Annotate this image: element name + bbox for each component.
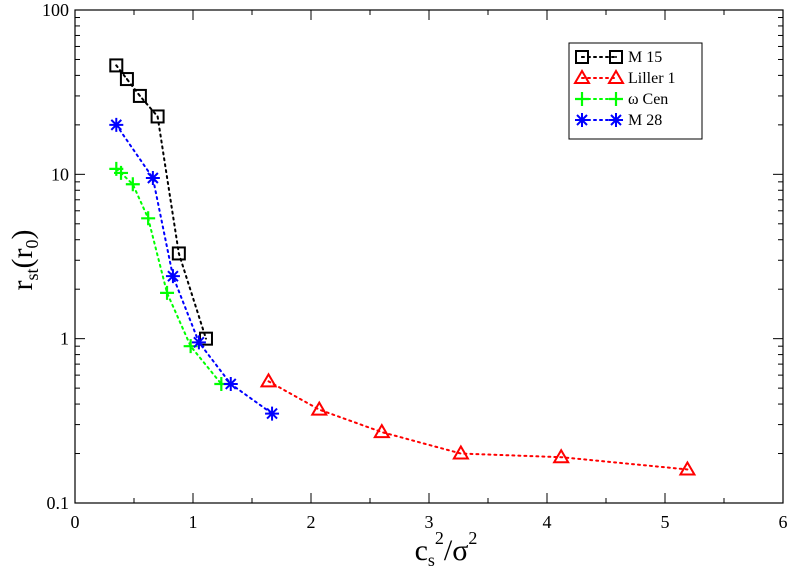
marker-plus [114,165,129,180]
marker-square [132,88,147,103]
marker-asterisk [145,170,160,185]
series-line [115,123,274,415]
marker-plus [575,92,589,106]
x-axis-title: cs2/σ2 [415,528,478,570]
legend-item: M 28 [575,112,662,129]
y-tick-label: 100 [42,0,69,20]
marker-square [109,58,124,73]
marker-square [198,331,213,346]
y-axis-title: rst(r0) [6,229,42,290]
marker-asterisk [575,113,589,127]
marker-plus [609,92,623,106]
legend-item: ω Cen [575,91,668,108]
legend: M 15 Liller 1 ω Cen M 28 [568,42,703,140]
marker-triangle [678,460,697,476]
marker-triangle [552,448,570,464]
series-square [109,58,213,346]
x-tick-label: 3 [425,512,434,532]
legend-label: ω Cen [628,91,668,108]
marker-triangle [310,400,329,416]
y-tick-label: 0.1 [47,493,70,513]
marker-square-dot [138,94,141,97]
marker-square-dot [581,56,583,58]
marker-square [119,72,134,87]
legend-item: Liller 1 [573,69,676,87]
marker-asterisk [265,406,280,421]
series-line [115,64,207,340]
marker-square-dot [204,337,207,340]
marker-square-dot [156,115,159,118]
y-tick-label: 1 [60,329,69,349]
marker-square [609,50,623,64]
x-tick-label: 5 [661,512,670,532]
x-axis-ticks: 0 1 2 3 4 5 6 [71,10,788,532]
legend-label: M 28 [628,112,662,129]
marker-square-dot [115,64,118,67]
marker-triangle [452,444,470,460]
legend-label: Liller 1 [628,70,676,87]
marker-triangle [259,372,278,388]
series-layer [109,58,697,476]
legend-box [568,42,703,140]
marker-square-dot [177,252,180,255]
y-tick-label: 10 [51,164,69,184]
marker-asterisk [223,376,238,391]
marker-square [171,246,186,261]
marker-triangle [373,423,391,439]
x-tick-label: 0 [71,512,80,532]
marker-plus [125,177,140,192]
marker-square-dot [125,78,128,81]
marker-square [150,109,165,124]
marker-asterisk [109,117,124,132]
series-line [267,380,689,471]
marker-asterisk [191,335,206,350]
marker-asterisk [609,113,623,127]
marker-square-dot [615,56,617,58]
x-tick-label: 6 [779,512,788,532]
y-axis-ticks: 0.1 1 10 100 [42,0,783,513]
x-tick-label: 1 [189,512,198,532]
marker-triangle [607,69,625,84]
marker-triangle [573,69,591,84]
series-asterisk [109,117,280,421]
marker-plus [160,285,175,300]
x-tick-label: 4 [543,512,552,532]
series-triangle [259,372,697,476]
marker-asterisk [165,269,180,284]
x-tick-label: 2 [307,512,316,532]
legend-item: M 15 [575,49,662,66]
marker-square [575,50,589,64]
marker-plus [141,211,156,226]
legend-label: M 15 [628,49,662,66]
